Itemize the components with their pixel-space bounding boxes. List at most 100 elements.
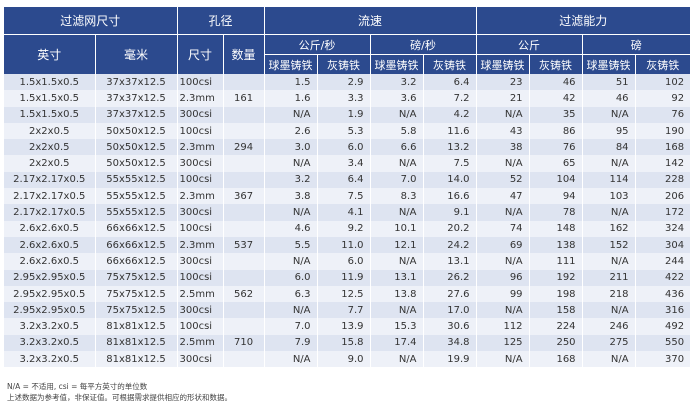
- header-lb-per-sec: 磅/秒: [370, 34, 477, 55]
- cell-aperture-size: 300csi: [177, 155, 224, 172]
- header-gray-iron: 灰铸铁: [423, 54, 477, 74]
- cell-capacity-kg-ductile: N/A: [476, 253, 530, 270]
- cell-flow-kg-ductile: 2.6: [264, 122, 318, 140]
- cell-capacity-lb-ductile: N/A: [582, 155, 636, 172]
- table-row: 2x2x0.5 50x50x12.5 100csi 2.6 5.3 5.8 11.6 43 86…: [4, 122, 691, 140]
- cell-flow-lb-gray: 13.1: [423, 253, 477, 270]
- cell-flow-kg-gray: 7.7: [317, 302, 371, 319]
- cell-capacity-lb-gray: 206: [635, 188, 691, 205]
- header-flow-rate: 流速: [264, 7, 477, 35]
- cell-flow-kg-ductile: N/A: [264, 302, 318, 319]
- cell-aperture-quantity: [223, 74, 265, 91]
- cell-aperture-size: 100csi: [177, 220, 224, 237]
- cell-mm-size: 55x55x12.5: [95, 188, 178, 205]
- cell-aperture-size: 2.5mm: [177, 334, 224, 352]
- header-lb: 磅: [582, 34, 691, 55]
- cell-capacity-lb-gray: 168: [635, 139, 691, 156]
- cell-flow-kg-gray: 11.9: [317, 269, 371, 286]
- cell-aperture-quantity: [223, 155, 265, 172]
- cell-flow-kg-ductile: N/A: [264, 155, 318, 172]
- cell-mm-size: 50x50x12.5: [95, 139, 178, 156]
- cell-inch-size: 2.6x2.6x0.5: [4, 236, 96, 254]
- cell-capacity-lb-gray: 142: [635, 155, 691, 172]
- cell-capacity-kg-gray: 138: [529, 236, 583, 254]
- table-row: 2.95x2.95x0.5 75x75x12.5 300csi N/A 7.7 N/A 17…: [4, 302, 691, 319]
- header-gray-iron: 灰铸铁: [317, 54, 371, 74]
- cell-flow-kg-ductile: 6.3: [264, 285, 318, 303]
- cell-capacity-kg-ductile: 69: [476, 236, 530, 254]
- table-row: 2.6x2.6x0.5 66x66x12.5 100csi 4.6 9.2 10.1 20.…: [4, 220, 691, 237]
- cell-capacity-kg-gray: 192: [529, 269, 583, 286]
- cell-flow-lb-gray: 13.2: [423, 139, 477, 156]
- cell-aperture-quantity: [223, 106, 265, 123]
- table-row: 2x2x0.5 50x50x12.5 2.3mm 294 3.0 6.0 6.6 13.2 38…: [4, 139, 691, 156]
- cell-flow-kg-gray: 2.9: [317, 74, 371, 91]
- cell-flow-lb-gray: 26.2: [423, 269, 477, 286]
- cell-flow-kg-gray: 3.3: [317, 90, 371, 107]
- cell-mm-size: 50x50x12.5: [95, 122, 178, 140]
- header-quantity: 数量: [223, 34, 265, 74]
- cell-capacity-lb-gray: 436: [635, 285, 691, 303]
- header-inch: 英寸: [4, 34, 96, 74]
- cell-capacity-kg-ductile: 47: [476, 188, 530, 205]
- cell-capacity-kg-ductile: 112: [476, 318, 530, 335]
- cell-capacity-lb-ductile: N/A: [582, 106, 636, 123]
- cell-capacity-lb-ductile: N/A: [582, 302, 636, 319]
- header-aperture: 孔径: [177, 7, 265, 35]
- cell-capacity-lb-gray: 370: [635, 351, 691, 368]
- header-capacity: 过滤能力: [476, 7, 691, 35]
- cell-inch-size: 2.6x2.6x0.5: [4, 220, 96, 237]
- cell-flow-lb-gray: 7.2: [423, 90, 477, 107]
- cell-aperture-quantity: 161: [223, 90, 265, 107]
- cell-capacity-lb-ductile: 275: [582, 334, 636, 352]
- cell-aperture-quantity: [223, 302, 265, 319]
- cell-aperture-size: 300csi: [177, 253, 224, 270]
- cell-capacity-lb-gray: 102: [635, 74, 691, 91]
- cell-capacity-kg-gray: 42: [529, 90, 583, 107]
- cell-capacity-lb-ductile: 51: [582, 74, 636, 91]
- cell-mm-size: 37x37x12.5: [95, 74, 178, 91]
- table-row: 2.6x2.6x0.5 66x66x12.5 300csi N/A 6.0 N/A 13.1…: [4, 253, 691, 270]
- cell-flow-kg-gray: 3.4: [317, 155, 371, 172]
- cell-capacity-kg-gray: 148: [529, 220, 583, 237]
- cell-aperture-size: 300csi: [177, 351, 224, 368]
- cell-capacity-lb-gray: 92: [635, 90, 691, 107]
- cell-aperture-size: 100csi: [177, 318, 224, 335]
- cell-capacity-lb-gray: 304: [635, 236, 691, 254]
- cell-inch-size: 3.2x3.2x0.5: [4, 318, 96, 335]
- cell-flow-lb-gray: 34.8: [423, 334, 477, 352]
- cell-flow-lb-gray: 6.4: [423, 74, 477, 91]
- cell-aperture-size: 300csi: [177, 302, 224, 319]
- cell-flow-lb-ductile: N/A: [370, 155, 424, 172]
- cell-aperture-quantity: 537: [223, 236, 265, 254]
- footnotes: N/A = 不适用, csi = 每平方英寸的单位数 上述数据为参考值，非保证值…: [7, 381, 232, 403]
- cell-capacity-lb-gray: 228: [635, 171, 691, 189]
- cell-flow-kg-ductile: 3.0: [264, 139, 318, 156]
- cell-aperture-quantity: [223, 351, 265, 368]
- cell-capacity-kg-ductile: N/A: [476, 351, 530, 368]
- cell-aperture-size: 100csi: [177, 122, 224, 140]
- cell-capacity-kg-gray: 104: [529, 171, 583, 189]
- cell-capacity-kg-gray: 65: [529, 155, 583, 172]
- cell-mm-size: 66x66x12.5: [95, 253, 178, 270]
- cell-aperture-size: 2.5mm: [177, 285, 224, 303]
- cell-flow-kg-ductile: N/A: [264, 253, 318, 270]
- cell-flow-kg-ductile: 1.5: [264, 74, 318, 91]
- cell-inch-size: 3.2x3.2x0.5: [4, 351, 96, 368]
- header-mm: 毫米: [95, 34, 178, 74]
- cell-aperture-size: 2.3mm: [177, 90, 224, 107]
- cell-flow-kg-gray: 11.0: [317, 236, 371, 254]
- cell-inch-size: 2.17x2.17x0.5: [4, 188, 96, 205]
- cell-aperture-size: 100csi: [177, 269, 224, 286]
- cell-aperture-size: 100csi: [177, 171, 224, 189]
- cell-mm-size: 37x37x12.5: [95, 90, 178, 107]
- cell-flow-lb-ductile: 3.6: [370, 90, 424, 107]
- cell-mm-size: 75x75x12.5: [95, 302, 178, 319]
- cell-mm-size: 81x81x12.5: [95, 318, 178, 335]
- cell-capacity-kg-ductile: N/A: [476, 204, 530, 221]
- cell-flow-lb-ductile: 3.2: [370, 74, 424, 91]
- header-row-1: 过滤网尺寸 孔径 流速 过滤能力: [4, 7, 691, 35]
- cell-flow-lb-ductile: N/A: [370, 204, 424, 221]
- cell-inch-size: 2.17x2.17x0.5: [4, 171, 96, 189]
